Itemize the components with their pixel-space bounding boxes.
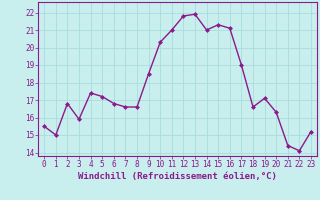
- X-axis label: Windchill (Refroidissement éolien,°C): Windchill (Refroidissement éolien,°C): [78, 172, 277, 181]
